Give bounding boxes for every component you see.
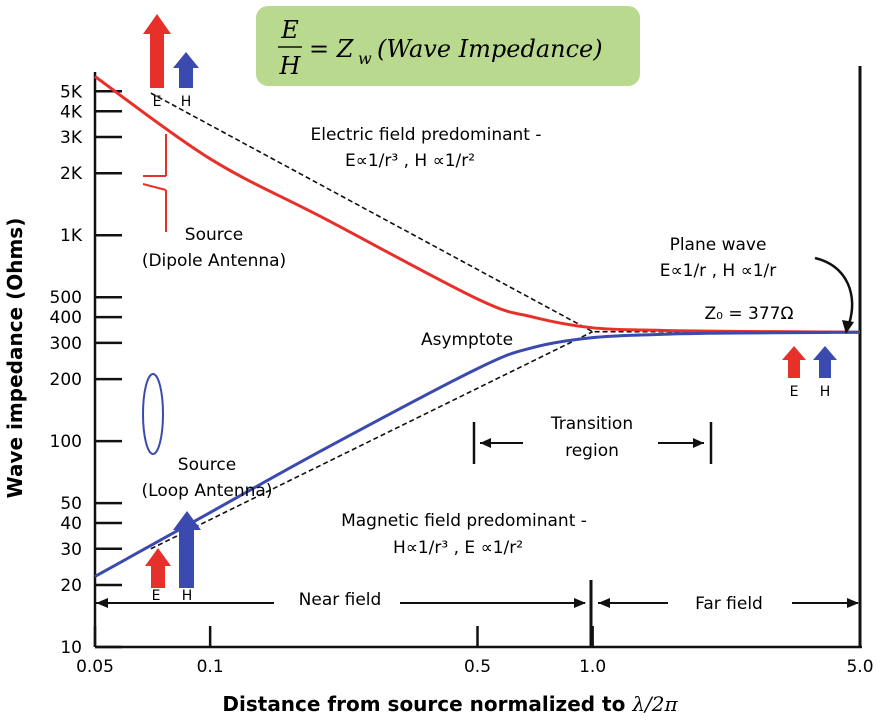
plane-wave-pointer [814, 256, 854, 334]
y-tick-label: 200 [50, 370, 82, 390]
formula-background [256, 6, 640, 86]
plane-wave-curve-arrow [814, 256, 854, 325]
h-field-label-bottom: H [182, 588, 193, 604]
h-field-arrow-small-icon [173, 52, 199, 88]
near-field-arrowhead-left [96, 598, 108, 608]
x-axis-title-symbol: λ/2π [631, 692, 678, 716]
z0-label: Z₀ = 377Ω [705, 304, 794, 324]
far-field-arrows: E H [782, 346, 837, 400]
dipole-feed-line-2 [142, 183, 167, 191]
far-field-arrowhead-left [598, 598, 610, 608]
region-arrows [96, 422, 859, 608]
formula-rhs: = Z [309, 35, 355, 63]
y-tick-label: 20 [60, 576, 82, 596]
asymptote-label: Asymptote [421, 330, 513, 350]
h-field-arrow-far-icon [813, 346, 837, 378]
y-tick-label: 5K [60, 82, 83, 102]
e-field-arrow-large-icon [143, 14, 171, 88]
y-tick-label: 2K [60, 164, 83, 184]
formula-numerator: E [280, 16, 299, 44]
transition-right-arrowhead [693, 438, 704, 448]
electric-impedance-line [94, 75, 861, 334]
dipole-antenna-icon [142, 134, 167, 232]
e-field-label-far: E [790, 384, 799, 400]
y-axis-title: Wave impedance (Ohms) [3, 218, 27, 499]
y-tick-label: 1K [60, 226, 83, 246]
x-axis-title: Distance from source normalized to λ/2π [222, 692, 678, 716]
axes [93, 66, 862, 649]
plane-wave-proportionality: E∝1/r , H ∝1/r [660, 261, 777, 281]
x-tick-label: 1.0 [579, 657, 606, 677]
transition-region-label: region [565, 441, 619, 461]
loop-antenna-icon [142, 373, 164, 455]
plane-wave-label: Plane wave [670, 235, 767, 255]
asymptote-line [150, 330, 593, 550]
magnetic-predominant-label: Magnetic field predominant - [341, 511, 587, 531]
near-field-arrowhead-right [574, 598, 586, 608]
e-field-arrow-far-icon [782, 346, 806, 378]
y-tick-label: 40 [60, 514, 82, 534]
plane-wave-curve-arrowhead [842, 320, 854, 334]
near-magnetic-arrows-bottom: E H [145, 511, 201, 604]
e-field-arrow-small-icon [145, 548, 171, 588]
x-tick-label: 5.0 [846, 657, 873, 677]
transition-label: Transition [550, 414, 633, 434]
y-tick-label: 4K [60, 102, 83, 122]
x-tick-label: 0.1 [197, 657, 224, 677]
near-field-label: Near field [299, 590, 382, 610]
x-tick-label: 0.5 [464, 657, 491, 677]
x-axis-title-main: Distance from source normalized to [222, 692, 632, 716]
y-tick-label: 100 [50, 432, 82, 452]
x-tick-group: 0.05 0.1 0.5 1.0 5.0 [76, 626, 874, 677]
y-tick-label: 300 [50, 334, 82, 354]
formula-subscript: w [358, 49, 372, 68]
transition-left-arrowhead [480, 438, 491, 448]
electric-proportionality: E∝1/r³ , H ∝1/r² [345, 151, 475, 171]
h-field-arrow-large-icon [173, 511, 201, 588]
y-tick-label: 3K [60, 128, 83, 148]
dipole-source-label: Source [185, 225, 243, 245]
y-tick-label: 10 [60, 638, 82, 658]
y-tick-label: 30 [60, 540, 82, 560]
h-field-label-far: H [820, 384, 831, 400]
formula-denominator: H [279, 52, 302, 80]
h-field-label-top: H [181, 94, 192, 110]
dipole-antenna-label: (Dipole Antenna) [142, 251, 286, 271]
loop-source-label: Source [178, 455, 236, 475]
x-tick-label: 0.05 [76, 657, 114, 677]
formula-description: (Wave Impedance) [377, 35, 603, 63]
y-tick-label: 500 [50, 288, 82, 308]
magnetic-proportionality: H∝1/r³ , E ∝1/r² [393, 538, 523, 558]
e-field-label-bottom: E [152, 588, 161, 604]
magnetic-impedance-line [94, 330, 861, 578]
e-field-label-top: E [153, 94, 162, 110]
y-tick-label: 50 [60, 494, 82, 514]
electric-predominant-label: Electric field predominant - [311, 125, 542, 145]
annotations: Electric field predominant - E∝1/r³ , H … [142, 125, 794, 614]
near-electric-arrows-top: E H [143, 14, 199, 110]
y-tick-label: 400 [50, 308, 82, 328]
series-group [94, 75, 861, 578]
far-field-label: Far field [695, 594, 763, 614]
far-field-arrowhead-right [847, 598, 859, 608]
loop-antenna-label: (Loop Antenna) [142, 481, 273, 501]
formula-box: E H = Z w (Wave Impedance) [256, 6, 640, 86]
